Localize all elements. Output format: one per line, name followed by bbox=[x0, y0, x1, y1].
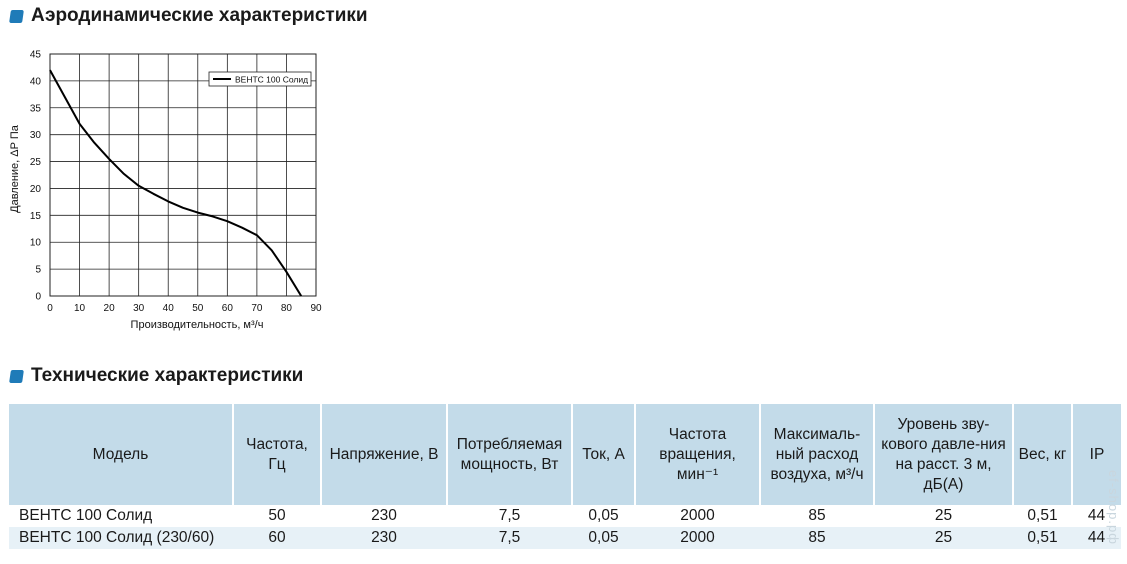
table-row: ВЕНТС 100 Солид (230/60) 60 230 7,5 0,05… bbox=[9, 527, 1121, 549]
table-cell: 0,05 bbox=[572, 527, 635, 549]
x-tick-label: 0 bbox=[47, 303, 53, 314]
legend-box bbox=[208, 71, 312, 87]
x-tick-label: 50 bbox=[192, 303, 204, 314]
col-header-voltage: Напряжение, В bbox=[321, 404, 448, 505]
table-cell: 2000 bbox=[680, 507, 715, 524]
table-cell: 230 bbox=[371, 507, 397, 524]
table-cell: 85 bbox=[808, 507, 826, 524]
x-axis-label: Производительность, м³/ч bbox=[131, 319, 264, 331]
section-title-tech-text: Технические характеристики bbox=[31, 365, 304, 386]
x-tick-label: 40 bbox=[163, 303, 175, 314]
y-axis-label: Давление, ΔP Па bbox=[9, 124, 21, 213]
y-tick-label: 45 bbox=[30, 50, 42, 61]
y-tick-label: 30 bbox=[30, 130, 42, 141]
y-tick-label: 10 bbox=[30, 238, 42, 249]
col-header-power: Потребляемая мощность, Вт bbox=[447, 404, 573, 505]
x-tick-label: 70 bbox=[251, 303, 263, 314]
table-row: ВЕНТС 100 Солид 50 230 7,5 0,05 2000 85 … bbox=[9, 505, 1121, 527]
y-tick-label: 20 bbox=[30, 184, 42, 195]
x-tick-label: 30 bbox=[133, 303, 145, 314]
col-header-ip: IP bbox=[1072, 404, 1121, 505]
table-cell: 2000 bbox=[635, 527, 760, 549]
table-cell: 25 bbox=[874, 527, 1013, 549]
table-cell: 230 bbox=[321, 527, 447, 549]
table-cell: 60 bbox=[233, 527, 321, 549]
y-tick-label: 40 bbox=[30, 76, 42, 87]
table-cell: 0,05 bbox=[588, 507, 619, 524]
x-tick-label: 20 bbox=[104, 303, 116, 314]
table-cell-model: ВЕНТС 100 Солид bbox=[19, 507, 153, 524]
table-cell: 50 bbox=[268, 507, 286, 524]
section-title-aero: Аэродинамические характеристики bbox=[9, 5, 368, 27]
section-title-tech: Технические характеристики bbox=[9, 365, 304, 387]
col-header-frequency: Частота, Гц bbox=[233, 404, 322, 505]
table-cell: 85 bbox=[760, 527, 874, 549]
y-tick-label: 35 bbox=[30, 103, 42, 114]
section-bullet-icon bbox=[9, 9, 24, 23]
aero-chart: 0 10 20 30 40 50 60 70 80 90 0 5 10 15 20 25 30 35 40 45 Про… bbox=[9, 50, 322, 332]
col-header-airflow: Максималь-ный расход воздуха, м³/ч bbox=[760, 404, 875, 505]
table-cell: 25 bbox=[934, 507, 953, 524]
y-tick-label: 0 bbox=[35, 292, 41, 303]
x-tick-label: 90 bbox=[310, 303, 322, 314]
col-header-noise: Уровень зву-кового давле-ния на расст. 3… bbox=[874, 404, 1014, 505]
col-header-current: Ток, А bbox=[572, 404, 636, 505]
x-tick-label: 80 bbox=[281, 303, 293, 314]
col-header-rpm: Частота вращения, мин⁻¹ bbox=[635, 404, 761, 505]
table-cell: 7,5 bbox=[447, 527, 572, 549]
col-header-weight: Вес, кг bbox=[1013, 404, 1073, 505]
table-cell: 7,5 bbox=[498, 507, 521, 524]
series-line bbox=[49, 69, 303, 297]
site-watermark: ef-shop.рф bbox=[1106, 470, 1121, 545]
table-cell: 44 bbox=[1072, 527, 1121, 549]
col-header-model: Модель bbox=[9, 404, 234, 505]
table-cell: 0,51 bbox=[1013, 527, 1072, 549]
plot-frame bbox=[49, 53, 317, 297]
table-cell: 0,51 bbox=[1027, 507, 1058, 524]
table-cell: 44 bbox=[1087, 507, 1106, 524]
y-tick-label: 5 bbox=[35, 265, 41, 276]
section-title-aero-text: Аэродинамические характеристики bbox=[31, 5, 368, 26]
legend-label: ВЕНТС 100 Солид bbox=[235, 75, 308, 85]
spec-table: Модель Частота, Гц Напряжение, В Потребл… bbox=[9, 404, 1121, 549]
x-tick-label: 60 bbox=[222, 303, 234, 314]
table-cell-model: ВЕНТС 100 Солид (230/60) bbox=[9, 527, 233, 549]
y-tick-label: 25 bbox=[30, 157, 42, 168]
section-bullet-icon bbox=[9, 369, 24, 383]
x-tick-label: 10 bbox=[74, 303, 86, 314]
table-header-row: Модель Частота, Гц Напряжение, В Потребл… bbox=[9, 404, 1121, 505]
y-tick-label: 15 bbox=[30, 211, 42, 222]
